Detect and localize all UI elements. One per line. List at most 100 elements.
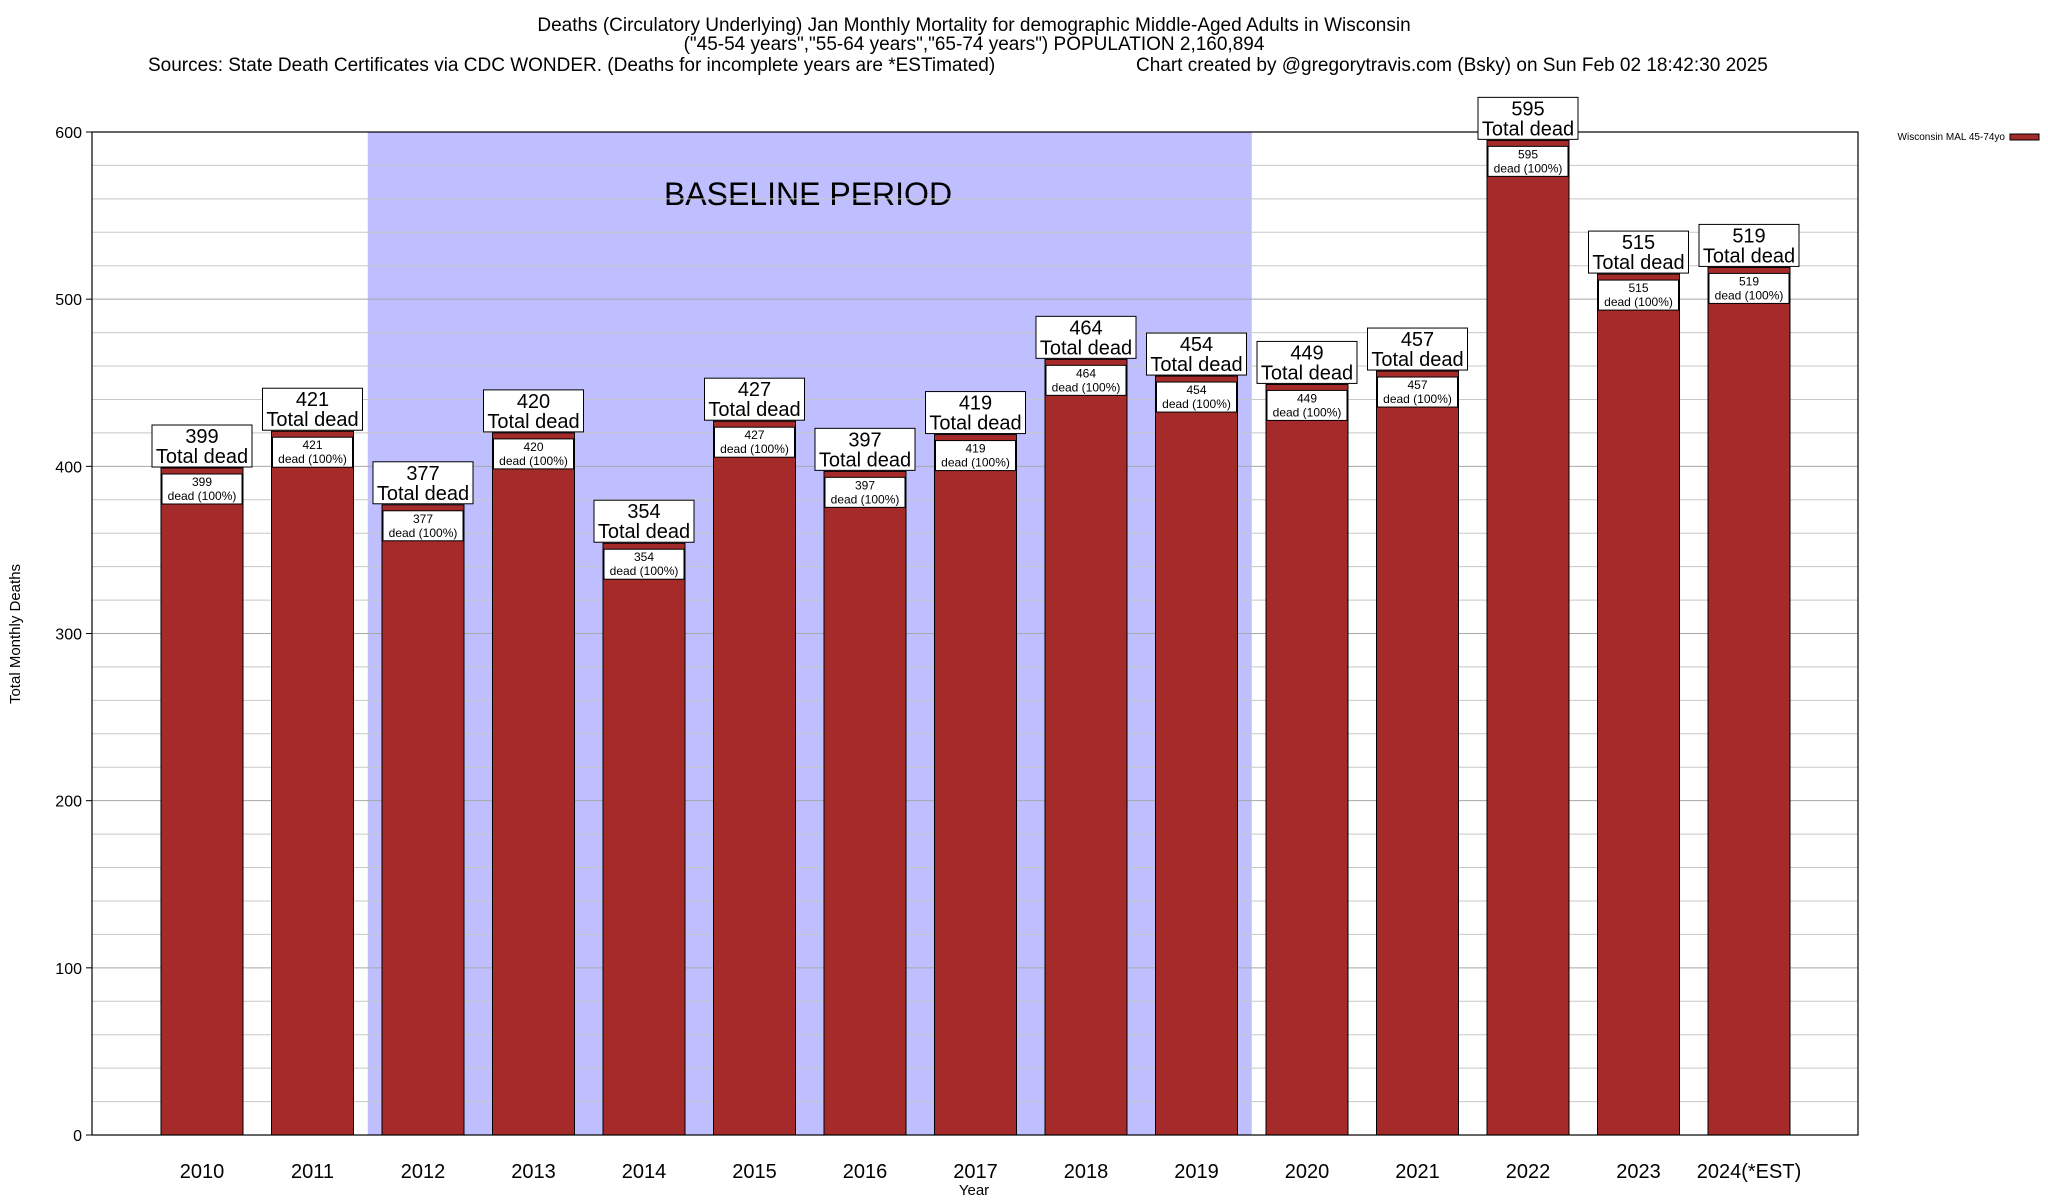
total-label-value: 354 [627,501,660,523]
inner-label-value: 419 [965,442,985,456]
x-tick-label: 2012 [401,1161,446,1183]
inner-label-box [493,438,574,470]
total-label-box [1367,327,1468,371]
x-tick-label: 2017 [953,1161,998,1183]
total-label-box [593,499,695,543]
total-label-text: Total dead [1482,118,1574,140]
total-label-value: 399 [185,426,218,448]
inner-label-value: 519 [1739,274,1759,288]
x-tick-label: 2014 [622,1161,667,1183]
bar-2019 [1155,375,1238,1136]
total-label-text: Total dead [1261,362,1353,384]
inner-label-text: dead (100%) [1273,405,1342,419]
inner-label-text: dead (100%) [720,442,789,456]
total-label-box [814,427,916,471]
inner-label-box [824,476,906,508]
inner-label-text: dead (100%) [1604,295,1673,309]
y-tick-label: 400 [55,459,82,476]
bar-2011 [271,430,354,1136]
total-label-text: Total dead [1150,354,1242,376]
inner-label-value: 420 [523,440,543,454]
x-tick-label: 2024(*EST) [1697,1161,1802,1183]
bar-2015 [713,420,796,1136]
x-tick-label: 2019 [1174,1161,1219,1183]
inner-label-value: 427 [744,428,764,442]
total-label-text: Total dead [598,521,690,543]
y-tick-label: 100 [55,961,82,978]
inner-label-box [1156,381,1237,413]
total-label-box [372,461,474,505]
inner-label-text: dead (100%) [831,492,900,506]
inner-label-box [1708,272,1790,304]
total-label-value: 449 [1290,342,1323,364]
bar-2017 [934,434,1017,1136]
bar-2024(*EST) [1707,266,1791,1136]
total-label-box [925,391,1026,435]
total-label-value: 519 [1732,225,1765,247]
total-label-box [1146,332,1247,376]
total-label-box [1256,340,1358,384]
legend: Wisconsin MAL 45-74yo [1898,132,2040,143]
inner-label-value: 464 [1076,366,1096,380]
inner-label-value: 457 [1407,378,1427,392]
inner-label-box [1266,389,1348,421]
inner-label-text: dead (100%) [168,489,237,503]
bar-2023 [1597,273,1680,1136]
baseline-label: BASELINE PERIOD [664,176,952,212]
y-tick-label: 300 [55,627,82,644]
total-label-text: Total dead [819,449,911,471]
inner-label-text: dead (100%) [389,526,458,540]
y-tick-label: 0 [73,1128,82,1145]
bar-2018 [1044,358,1128,1136]
inner-label-box [382,510,464,542]
chart-titles: Deaths (Circulatory Underlying) Jan Mont… [148,15,1768,76]
bar-2012 [381,504,465,1136]
total-label-value: 419 [959,393,992,415]
inner-label-box [272,436,353,468]
inner-label-text: dead (100%) [278,452,347,466]
total-label-text: Total dead [266,409,358,431]
x-tick-label: 2016 [843,1161,888,1183]
total-label-text: Total dead [156,446,248,468]
inner-label-text: dead (100%) [1715,288,1784,302]
total-label-text: Total dead [1371,349,1463,371]
x-tick-label: 2015 [732,1161,777,1183]
legend-label: Wisconsin MAL 45-74yo [1898,132,2006,143]
total-label-box [151,424,253,468]
total-label-text: Total dead [377,483,469,505]
axis-ticks: 0 100 200 300 400 500 600 2010 2011 2012 2013 2014 2… [55,125,1801,1183]
total-label-text: Total dead [487,411,579,433]
inner-label-value: 595 [1518,147,1538,161]
total-label-text: Total dead [1040,337,1132,359]
bar-2013 [492,432,575,1136]
y-tick-label: 200 [55,794,82,811]
total-label-box [483,389,584,433]
bar-2014 [602,542,686,1136]
x-axis-label: Year [959,1182,989,1199]
bar-2016 [823,470,907,1136]
inner-label-value: 377 [413,512,433,526]
inner-label-box [1487,145,1569,177]
total-label-box [1035,315,1137,359]
total-label-text: Total dead [708,399,800,421]
inner-label-value: 354 [634,550,654,564]
total-label-box [1698,223,1800,267]
x-tick-label: 2020 [1285,1161,1330,1183]
x-tick-label: 2013 [511,1161,556,1183]
inner-label-box [603,548,685,580]
total-label-value: 421 [296,389,329,411]
x-tick-label: 2023 [1616,1161,1661,1183]
inner-label-box [714,426,795,458]
inner-label-text: dead (100%) [1494,161,1563,175]
chart-credit: Chart created by @gregorytravis.com (Bsk… [1136,55,1768,76]
inner-label-box [935,440,1016,472]
total-label-text: Total dead [1703,245,1795,267]
total-label-value: 420 [517,391,550,413]
inner-label-value: 454 [1186,383,1206,397]
inner-label-text: dead (100%) [941,456,1010,470]
total-label-value: 377 [406,463,439,485]
bar-2022 [1486,139,1570,1136]
x-tick-label: 2021 [1395,1161,1440,1183]
